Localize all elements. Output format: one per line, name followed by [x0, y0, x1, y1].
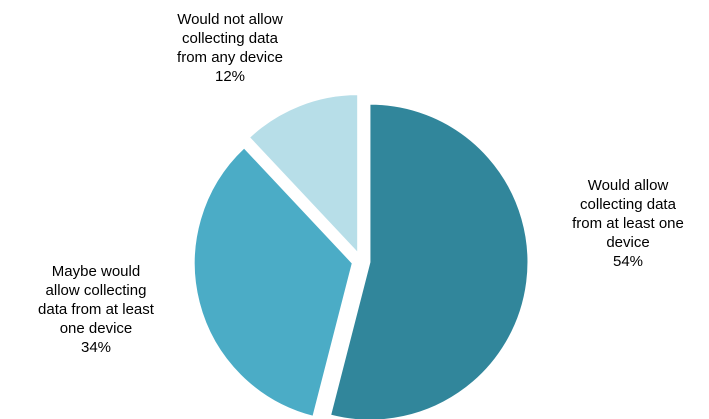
- slice-label-line: Would not allow: [177, 11, 283, 28]
- slice-label-would-not-allow: Would not allow collecting data from any…: [150, 10, 310, 86]
- slice-label-line: device: [606, 234, 650, 251]
- slice-label-would-allow: Would allow collecting data from at leas…: [548, 176, 708, 271]
- slice-value-label: 12%: [214, 68, 246, 85]
- slice-value-label: 34%: [80, 339, 112, 356]
- slice-would-allow: [330, 103, 529, 419]
- slice-label-maybe-allow: Maybe would allow collecting data from a…: [8, 262, 184, 357]
- slice-label-line: one device: [59, 320, 133, 337]
- slice-label-line: data from at least: [38, 301, 154, 318]
- slice-label-line: from any device: [177, 49, 283, 66]
- slice-label-line: allow collecting: [45, 282, 147, 299]
- slice-value-label: 54%: [612, 253, 644, 270]
- slice-label-line: Maybe would: [51, 263, 141, 280]
- slice-maybe-allow: [193, 147, 353, 417]
- slice-label-line: collecting data: [182, 30, 278, 47]
- slice-label-line: collecting data: [580, 196, 676, 213]
- slice-would-not-allow: [248, 94, 359, 254]
- slice-label-line: Would allow: [587, 177, 669, 194]
- slice-label-line: from at least one: [572, 215, 684, 232]
